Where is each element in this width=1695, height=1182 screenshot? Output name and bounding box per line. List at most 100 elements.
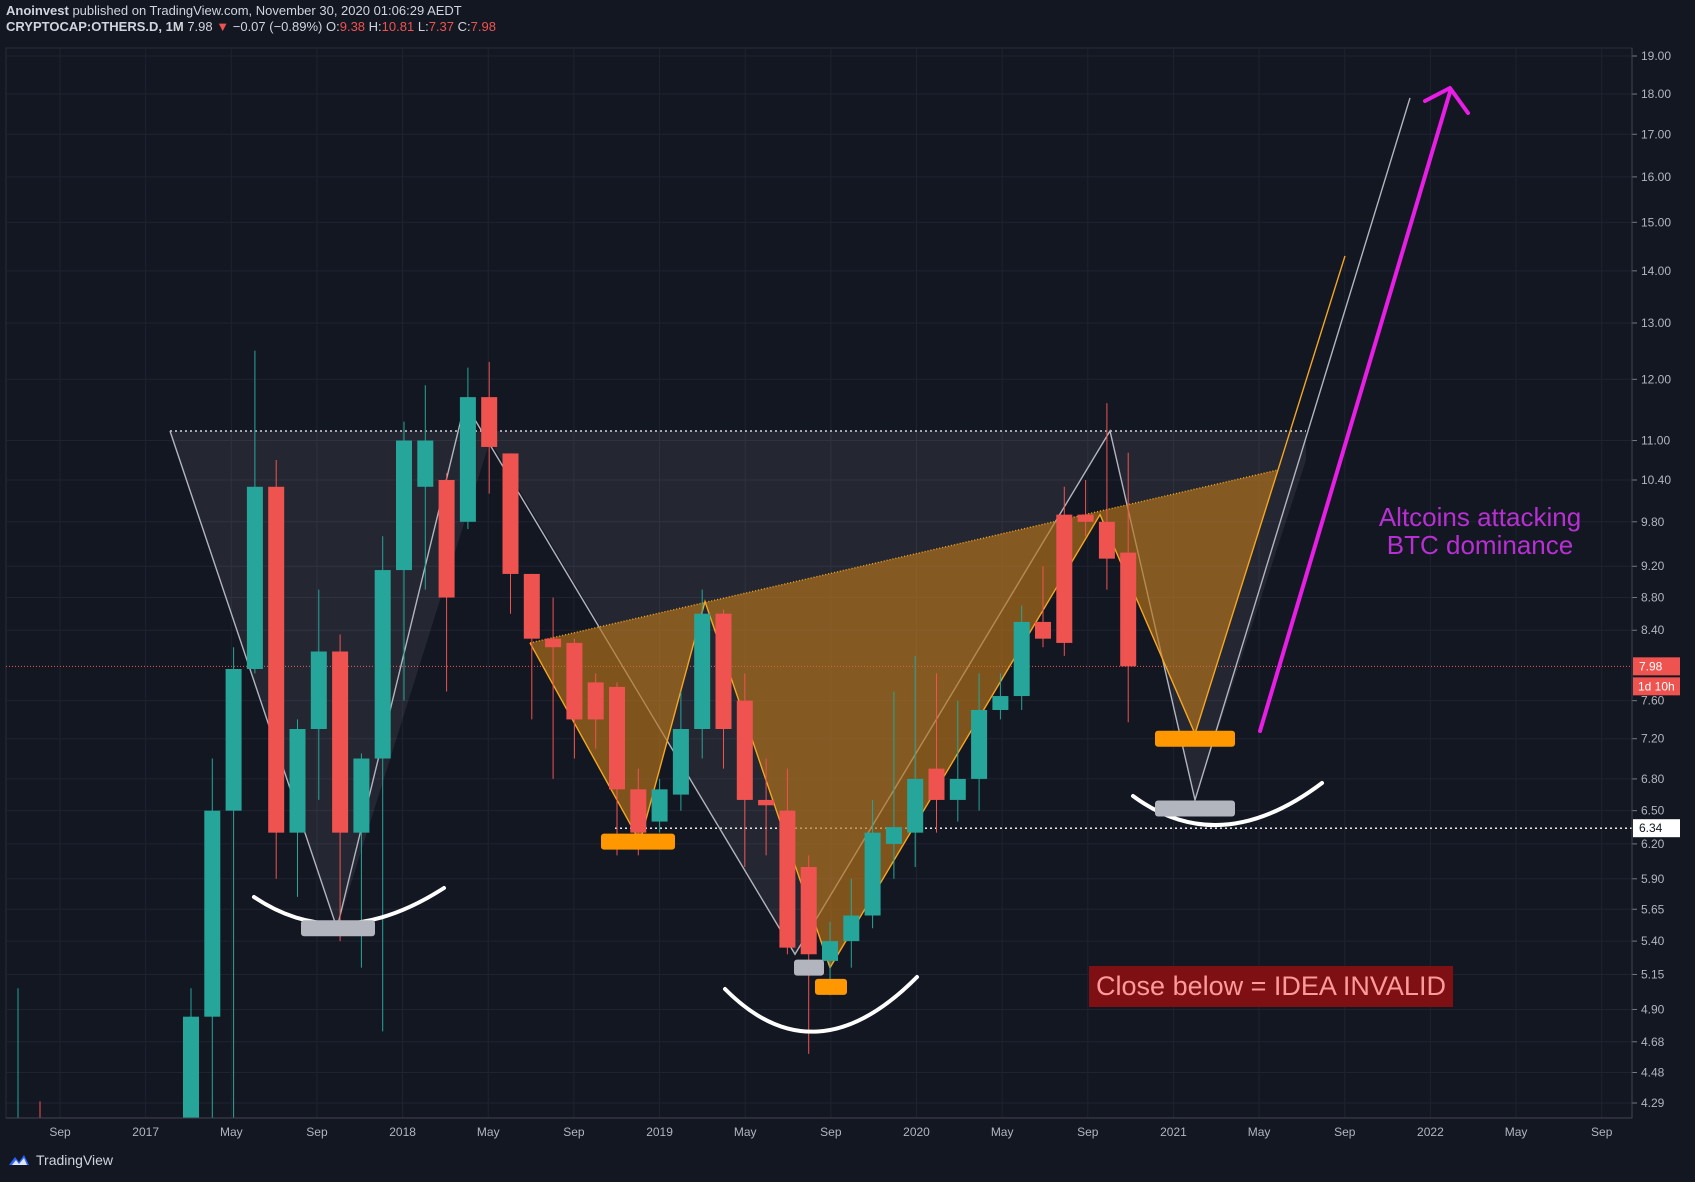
time-tick-label: Sep (1077, 1125, 1099, 1139)
level-price-tag: 6.34 (1639, 821, 1663, 835)
candle-body (481, 397, 498, 447)
close-label: C: (457, 19, 471, 34)
price-tick-label: 6.80 (1641, 772, 1665, 786)
time-tick-label: 2018 (389, 1125, 416, 1139)
chart-header: Anoinvest published on TradingView.com, … (6, 3, 496, 35)
price-tick-label: 11.00 (1641, 434, 1670, 448)
high-value: 10.81 (381, 19, 415, 34)
price-tick-label: 7.20 (1641, 732, 1665, 746)
candle-body (438, 479, 455, 598)
candle-body (523, 573, 540, 639)
open-value: 9.38 (339, 19, 366, 34)
time-axis[interactable]: Sep 2017 May Sep 2018 May Sep 2019 May Sep 2020 May… (6, 1117, 1632, 1139)
candle-body (609, 686, 625, 790)
candle-body (1120, 552, 1137, 667)
change-arrow-icon: ▼ (216, 19, 230, 34)
left-bottom-arc (252, 886, 446, 926)
time-tick-label: 2020 (903, 1125, 930, 1139)
brand-name: TradingView (36, 1152, 114, 1168)
low-value: 7.37 (428, 19, 454, 34)
author-name[interactable]: Anoinvest (6, 3, 69, 18)
middle-bottom-arc (723, 975, 919, 1034)
candle-body (630, 789, 647, 833)
close-value: 7.98 (470, 19, 496, 34)
price-axis[interactable]: 19.00 18.00 17.00 16.00 15.00 14.00 13.00 12.00… (1631, 48, 1680, 1118)
pattern-orange-fill (530, 469, 1278, 968)
countdown-tag: 1d 10h (1638, 679, 1675, 693)
invalid-annotation: Close below = IDEA INVALID (1089, 966, 1453, 1007)
price-tick-label: 4.29 (1641, 1096, 1665, 1110)
candle-body (907, 778, 924, 833)
countdown-tag-bg (1633, 677, 1680, 696)
price-tick-label: 10.40 (1641, 473, 1671, 487)
price-tick-label: 5.90 (1641, 872, 1665, 886)
last-price-tag: 7.98 (1639, 659, 1663, 673)
tradingview-footer[interactable]: TradingView (8, 1152, 113, 1168)
price-tick-label: 16.00 (1641, 170, 1671, 184)
time-tick-label: Sep (1591, 1125, 1613, 1139)
candle-body (332, 651, 349, 833)
price-tick-label: 6.50 (1641, 804, 1665, 818)
altcoins-annotation: Altcoins attacking BTC dominance (1340, 503, 1620, 559)
symbol-label[interactable]: CRYPTOCAP:OTHERS.D, 1M (6, 19, 184, 34)
annotation-drawings (252, 86, 1470, 1034)
time-tick-label: Sep (49, 1125, 71, 1139)
price-tick-label: 17.00 (1641, 127, 1671, 141)
magenta-arrow-shaft (1258, 90, 1452, 733)
candle-body (417, 440, 434, 487)
candle-body (779, 810, 796, 948)
price-tick-label: 18.00 (1641, 87, 1671, 101)
price-tick-label: 7.60 (1641, 694, 1665, 708)
candle-body (587, 682, 604, 720)
right-bottom-arc (1131, 781, 1324, 828)
magenta-arrow-head-icon (1423, 86, 1470, 115)
grey-marker (1155, 800, 1235, 817)
candle-body (353, 758, 370, 833)
tradingview-logo-icon (9, 1155, 29, 1165)
time-tick-label: 2021 (1160, 1125, 1187, 1139)
pattern-dotted-edge (529, 469, 1279, 644)
price-tick-label: 6.20 (1641, 837, 1665, 851)
candle-body (864, 832, 881, 916)
price-tick-label: 5.40 (1641, 934, 1665, 948)
price-tick-label: 9.80 (1641, 515, 1665, 529)
candle-body (843, 915, 860, 942)
candle-body (204, 810, 221, 1017)
grey-marker (794, 959, 824, 976)
price-tick-label: 8.80 (1641, 591, 1665, 605)
candle-body (672, 728, 689, 795)
candle-body (545, 638, 562, 648)
time-tick-label: Sep (563, 1125, 585, 1139)
candle-body (694, 613, 711, 729)
candle-body (310, 651, 327, 729)
candle-body (1013, 621, 1030, 697)
price-tick-label: 13.00 (1641, 316, 1671, 330)
price-tick-label: 4.68 (1641, 1035, 1665, 1049)
price-tick-label: 14.00 (1641, 264, 1671, 278)
change-value: −0.07 (−0.89%) (232, 19, 323, 34)
candle-body (736, 700, 753, 800)
time-tick-label: 2019 (646, 1125, 673, 1139)
orange-marker (601, 833, 675, 850)
candle-body (183, 1016, 199, 1118)
candle-body (971, 709, 988, 779)
price-tick-label: 12.00 (1641, 372, 1671, 386)
candle-body (1035, 621, 1051, 639)
time-tick-label: May (734, 1125, 757, 1139)
candle-body (374, 570, 391, 759)
candle-body (1077, 514, 1094, 522)
time-tick-label: May (991, 1125, 1014, 1139)
candle-body (289, 728, 306, 833)
candle-body (1098, 521, 1115, 559)
candle-body (502, 453, 519, 574)
candle-body (459, 397, 476, 522)
time-tick-label: May (220, 1125, 243, 1139)
price-tick-label: 5.15 (1641, 967, 1665, 981)
candle-body (885, 827, 902, 844)
time-tick-label: 2017 (132, 1125, 159, 1139)
candle-body (758, 799, 775, 806)
open-label: O: (326, 19, 340, 34)
high-label: H: (368, 19, 382, 34)
candle-body (800, 866, 817, 955)
